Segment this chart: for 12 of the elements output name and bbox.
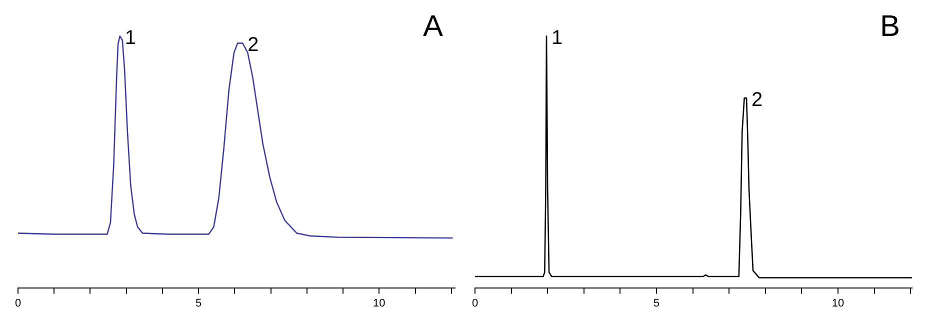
x-tick-label: 0 [14, 297, 22, 310]
annotation: B [880, 10, 900, 43]
x-tick-label: 5 [653, 297, 660, 310]
annotation: 1 [552, 27, 563, 50]
x-tick-label: 5 [196, 297, 202, 310]
x-tick-label: 0 [472, 297, 478, 310]
annotation: A [422, 10, 443, 43]
x-tick-label: 10 [373, 297, 386, 310]
annotation: 2 [751, 89, 763, 112]
x-tick-label: 10 [832, 297, 844, 310]
annotation: 2 [248, 34, 259, 56]
annotation: 1 [124, 27, 136, 50]
